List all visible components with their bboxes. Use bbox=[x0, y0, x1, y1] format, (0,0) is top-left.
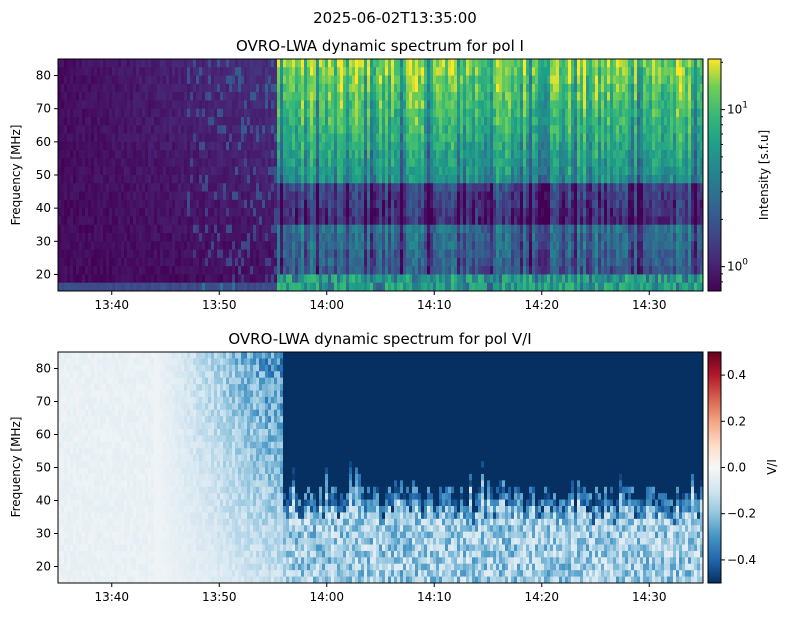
y-tick-label: 80 bbox=[36, 69, 51, 83]
colorbar-pol-i-ticks: 100 101 bbox=[721, 61, 748, 283]
x-tick-label: 14:30 bbox=[632, 590, 667, 604]
colorbar-pol-vi bbox=[707, 351, 722, 584]
panel-2-x-ticks: 13:40 13:50 14:00 14:10 14:20 14:30 bbox=[94, 583, 667, 604]
panel-1-y-ticks: 20 30 40 50 60 70 80 bbox=[36, 69, 58, 281]
colorbar-tick-label: −0.2 bbox=[727, 507, 756, 521]
y-tick-label: 60 bbox=[36, 428, 51, 442]
panel-1-title: OVRO-LWA dynamic spectrum for pol I bbox=[236, 37, 524, 55]
heatmap-pol-vi bbox=[58, 352, 703, 583]
y-tick-label: 60 bbox=[36, 135, 51, 149]
y-tick-label: 40 bbox=[36, 201, 51, 215]
colorbar-tick-label: 0.2 bbox=[727, 414, 746, 428]
x-tick-label: 14:00 bbox=[309, 590, 344, 604]
x-tick-label: 14:10 bbox=[417, 590, 452, 604]
y-tick-label: 20 bbox=[36, 560, 51, 574]
colorbar-tick-label: 101 bbox=[727, 101, 748, 117]
figure-suptitle: 2025-06-02T13:35:00 bbox=[313, 9, 477, 27]
panel-2-title: OVRO-LWA dynamic spectrum for pol V/I bbox=[228, 330, 531, 348]
colorbar-tick-label: −0.4 bbox=[727, 553, 756, 567]
panel-pol-vi: OVRO-LWA dynamic spectrum for pol V/I 13… bbox=[9, 330, 779, 604]
x-tick-label: 14:30 bbox=[632, 298, 667, 312]
colorbar-pol-i-label: Intensity [s.f.u] bbox=[757, 130, 771, 220]
y-tick-label: 80 bbox=[36, 362, 51, 376]
y-tick-label: 50 bbox=[36, 168, 51, 182]
x-tick-label: 13:40 bbox=[94, 590, 129, 604]
x-tick-label: 13:50 bbox=[202, 590, 237, 604]
colorbar-pol-vi-ticks: 0.4 0.2 0.0 −0.2 −0.4 bbox=[721, 368, 756, 567]
y-tick-label: 70 bbox=[36, 102, 51, 116]
y-tick-label: 50 bbox=[36, 461, 51, 475]
x-tick-label: 13:40 bbox=[94, 298, 129, 312]
y-tick-label: 30 bbox=[36, 234, 51, 248]
x-tick-label: 14:00 bbox=[309, 298, 344, 312]
x-tick-label: 14:10 bbox=[417, 298, 452, 312]
y-tick-label: 70 bbox=[36, 395, 51, 409]
colorbar-tick-label: 0.4 bbox=[727, 368, 746, 382]
panel-1-x-ticks: 13:40 13:50 14:00 14:10 14:20 14:30 bbox=[94, 291, 667, 312]
panel-pol-i: OVRO-LWA dynamic spectrum for pol I 13:4… bbox=[9, 37, 771, 312]
heatmap-pol-i bbox=[58, 59, 703, 291]
colorbar-pol-i bbox=[707, 58, 722, 292]
panel-1-ylabel: Frequency [MHz] bbox=[9, 125, 23, 226]
colorbar-tick-label: 0.0 bbox=[727, 461, 746, 475]
y-tick-label: 40 bbox=[36, 494, 51, 508]
y-tick-label: 20 bbox=[36, 267, 51, 281]
x-tick-label: 14:20 bbox=[524, 590, 559, 604]
y-tick-label: 30 bbox=[36, 527, 51, 541]
panel-2-ylabel: Frequency [MHz] bbox=[9, 417, 23, 518]
panel-2-y-ticks: 20 30 40 50 60 70 80 bbox=[36, 362, 58, 574]
x-tick-label: 13:50 bbox=[202, 298, 237, 312]
colorbar-pol-vi-label: V/I bbox=[765, 459, 779, 475]
colorbar-tick-label: 100 bbox=[727, 258, 748, 274]
x-tick-label: 14:20 bbox=[524, 298, 559, 312]
